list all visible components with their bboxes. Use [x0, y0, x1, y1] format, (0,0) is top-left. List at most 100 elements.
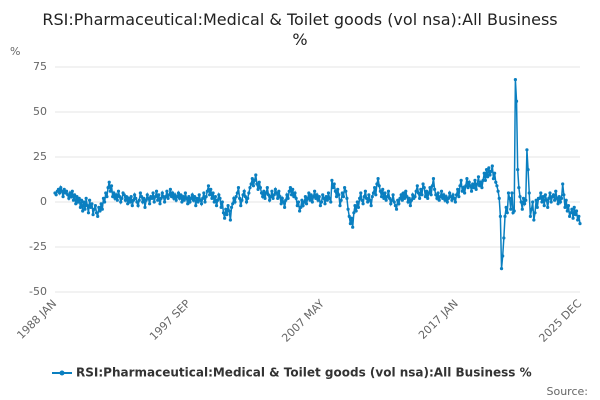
point — [243, 195, 247, 199]
point — [246, 196, 250, 200]
point — [67, 196, 71, 200]
point — [269, 195, 273, 199]
point — [457, 195, 461, 199]
point — [68, 191, 72, 195]
point — [377, 184, 381, 188]
point — [229, 205, 234, 209]
point — [204, 195, 208, 199]
point — [393, 204, 397, 208]
point — [356, 205, 361, 209]
point — [236, 186, 241, 190]
point — [137, 198, 141, 202]
point — [194, 204, 198, 208]
point — [319, 200, 324, 204]
y-tick-label: 50 — [33, 105, 47, 118]
point — [181, 195, 185, 199]
point — [359, 191, 363, 195]
point — [54, 193, 58, 197]
point — [428, 186, 432, 190]
point — [565, 209, 569, 213]
point — [435, 196, 439, 200]
point — [385, 195, 389, 199]
point — [289, 193, 294, 197]
x-tick-label: 2017 JAN — [416, 297, 461, 342]
point — [351, 225, 355, 229]
point — [241, 193, 245, 197]
point — [296, 200, 301, 204]
point — [131, 198, 136, 202]
point — [505, 211, 509, 215]
point — [261, 195, 265, 199]
point — [420, 193, 424, 197]
point — [526, 168, 530, 172]
point — [254, 173, 258, 177]
point — [154, 189, 159, 193]
point — [451, 193, 455, 197]
point — [453, 200, 457, 204]
point — [94, 211, 99, 215]
point — [487, 166, 491, 170]
point — [473, 178, 477, 182]
point — [85, 204, 89, 208]
point — [332, 182, 336, 186]
point — [262, 189, 266, 193]
point — [108, 189, 112, 193]
point — [167, 193, 171, 197]
point — [344, 189, 348, 193]
point — [197, 193, 201, 197]
point — [431, 177, 436, 181]
point — [362, 195, 366, 199]
point — [546, 205, 550, 209]
point — [329, 200, 333, 204]
series-line — [54, 79, 581, 269]
point — [426, 196, 430, 200]
point — [482, 171, 486, 175]
point — [227, 209, 231, 213]
point — [466, 186, 470, 190]
point — [172, 196, 176, 200]
point — [314, 196, 318, 200]
point — [476, 175, 481, 179]
point — [253, 178, 257, 182]
point — [75, 195, 79, 199]
point — [337, 193, 341, 197]
point — [272, 193, 276, 197]
point — [251, 184, 256, 188]
point — [514, 99, 519, 103]
point — [486, 175, 490, 179]
point — [307, 191, 311, 195]
point — [437, 198, 441, 202]
x-tick-label: 1988 JAN — [14, 297, 59, 342]
point — [306, 196, 310, 200]
point — [494, 180, 498, 184]
point — [291, 187, 295, 191]
point — [168, 187, 172, 191]
point — [467, 180, 471, 184]
point — [388, 196, 392, 200]
point — [361, 202, 365, 206]
point — [375, 182, 379, 186]
point — [187, 195, 191, 199]
point — [309, 193, 313, 197]
point — [533, 211, 537, 215]
point — [302, 200, 306, 204]
point — [448, 191, 452, 195]
point — [93, 204, 97, 208]
point — [196, 200, 200, 204]
point — [549, 200, 553, 204]
point — [218, 196, 222, 200]
point — [182, 198, 186, 202]
point — [364, 196, 369, 200]
point — [279, 202, 283, 206]
point — [481, 178, 485, 182]
point — [490, 164, 494, 168]
point — [325, 198, 329, 202]
point — [576, 218, 580, 222]
point — [82, 200, 86, 204]
point — [551, 193, 556, 197]
y-tick-label: -50 — [29, 285, 47, 298]
point — [258, 186, 262, 190]
point — [517, 186, 521, 190]
point — [244, 200, 249, 204]
point — [113, 196, 117, 200]
